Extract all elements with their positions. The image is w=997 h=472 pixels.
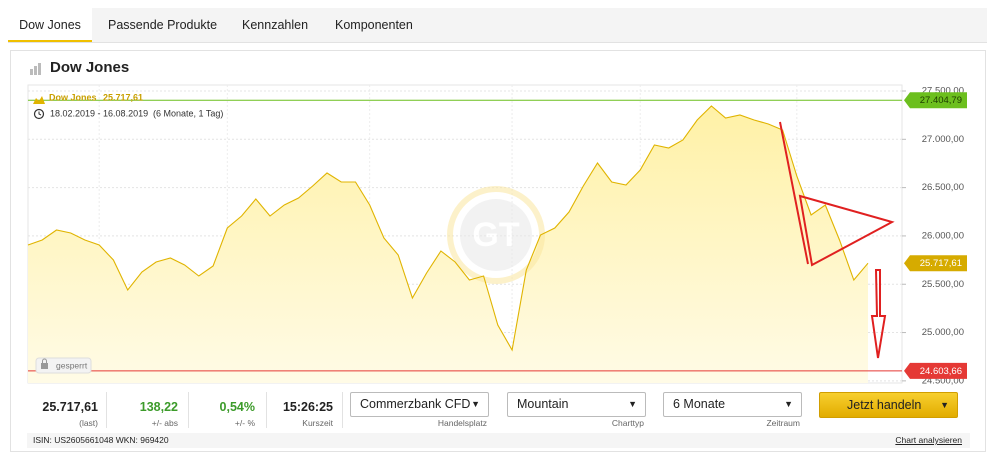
lock-icon (41, 363, 48, 369)
watermark: GT (447, 186, 545, 284)
area (28, 106, 868, 383)
quote-label: (last) (79, 418, 98, 428)
clock-hand (38, 111, 42, 116)
reference-label: 25.717,61 (920, 258, 962, 269)
separator (106, 392, 107, 428)
period: (6 Monate, 1 Tag) (153, 108, 223, 118)
separator (266, 392, 267, 428)
select[interactable]: Mountain ▼ (507, 392, 646, 417)
select-label: Zeitraum (766, 418, 800, 428)
select[interactable]: 6 Monate ▼ (663, 392, 802, 417)
tab[interactable]: Kennzahlen (242, 18, 309, 32)
chart: 24.500,00 25.000,00 25.500,00 26.000,00 26.5… (27, 84, 967, 386)
quote-value: 15:26:25 (282, 400, 333, 414)
tab[interactable]: Dow Jones (8, 8, 92, 42)
select-label: Charttyp (611, 418, 644, 428)
lock-shackle (42, 358, 47, 363)
reference-label: 24.603,66 (920, 366, 962, 377)
annotation-arrow (870, 269, 887, 359)
identifiers: ISIN: US2605661048 WKN: 969420 (33, 435, 169, 445)
reference-label: 27.404,79 (920, 95, 962, 106)
button-label: Jetzt handeln (847, 398, 922, 412)
date-range: 18.02.2019 - 16.08.2019 (50, 108, 148, 118)
tab[interactable]: Komponenten (335, 18, 413, 32)
locked-label: gesperrt (56, 360, 88, 370)
analyse-link[interactable]: Chart analysieren (895, 435, 962, 445)
y-tick-label: 26.000,00 (922, 230, 964, 241)
chart-icon (30, 63, 41, 75)
y-tick-label: 26.500,00 (922, 182, 964, 193)
quote-label: Kurszeit (302, 418, 333, 428)
legend-name: Dow Jones (49, 92, 97, 102)
svg-text:GT: GT (472, 216, 519, 254)
y-tick-label: 25.500,00 (922, 279, 964, 290)
trade-button[interactable]: Jetzt handeln ▼ (819, 392, 958, 418)
quote-value: 138,22 (139, 400, 178, 414)
panel-title: Dow Jones (50, 59, 130, 76)
quote-value: 0,54% (219, 400, 255, 414)
select-value: Commerzbank CFD (360, 397, 471, 411)
select-value: Mountain (517, 397, 569, 411)
tab[interactable]: Passende Produkte (108, 18, 218, 32)
select-label: Handelsplatz (437, 418, 487, 428)
reference-label-box (904, 92, 967, 109)
y-tick-label: 27.500,00 (922, 86, 964, 97)
tab-bar: Dow Jones Passende Produkte Kennzahlen K… (8, 8, 987, 43)
select-value: 6 Monate (673, 397, 726, 411)
legend-value: 25.717,61 (103, 92, 143, 102)
footer: ISIN: US2605661048 WKN: 969420 Chart ana… (27, 433, 970, 448)
quote-label: +/- % (234, 418, 255, 428)
separator (342, 392, 343, 428)
legend-icon (33, 96, 45, 104)
y-tick-label: 25.000,00 (922, 327, 964, 338)
quote-label: +/- abs (151, 418, 178, 428)
line (27, 105, 869, 352)
reference-label-box (904, 362, 967, 379)
annotation-triangle (779, 121, 895, 267)
y-tick-label: 24.500,00 (922, 375, 964, 386)
clock-icon (33, 108, 45, 120)
y-tick-label: 27.000,00 (922, 134, 964, 145)
separator (188, 392, 189, 428)
reference-label-box (904, 255, 967, 272)
locked-badge (35, 357, 92, 374)
select[interactable]: Commerzbank CFD ▼ (350, 392, 489, 417)
quote-value: 25.717,61 (42, 400, 98, 414)
